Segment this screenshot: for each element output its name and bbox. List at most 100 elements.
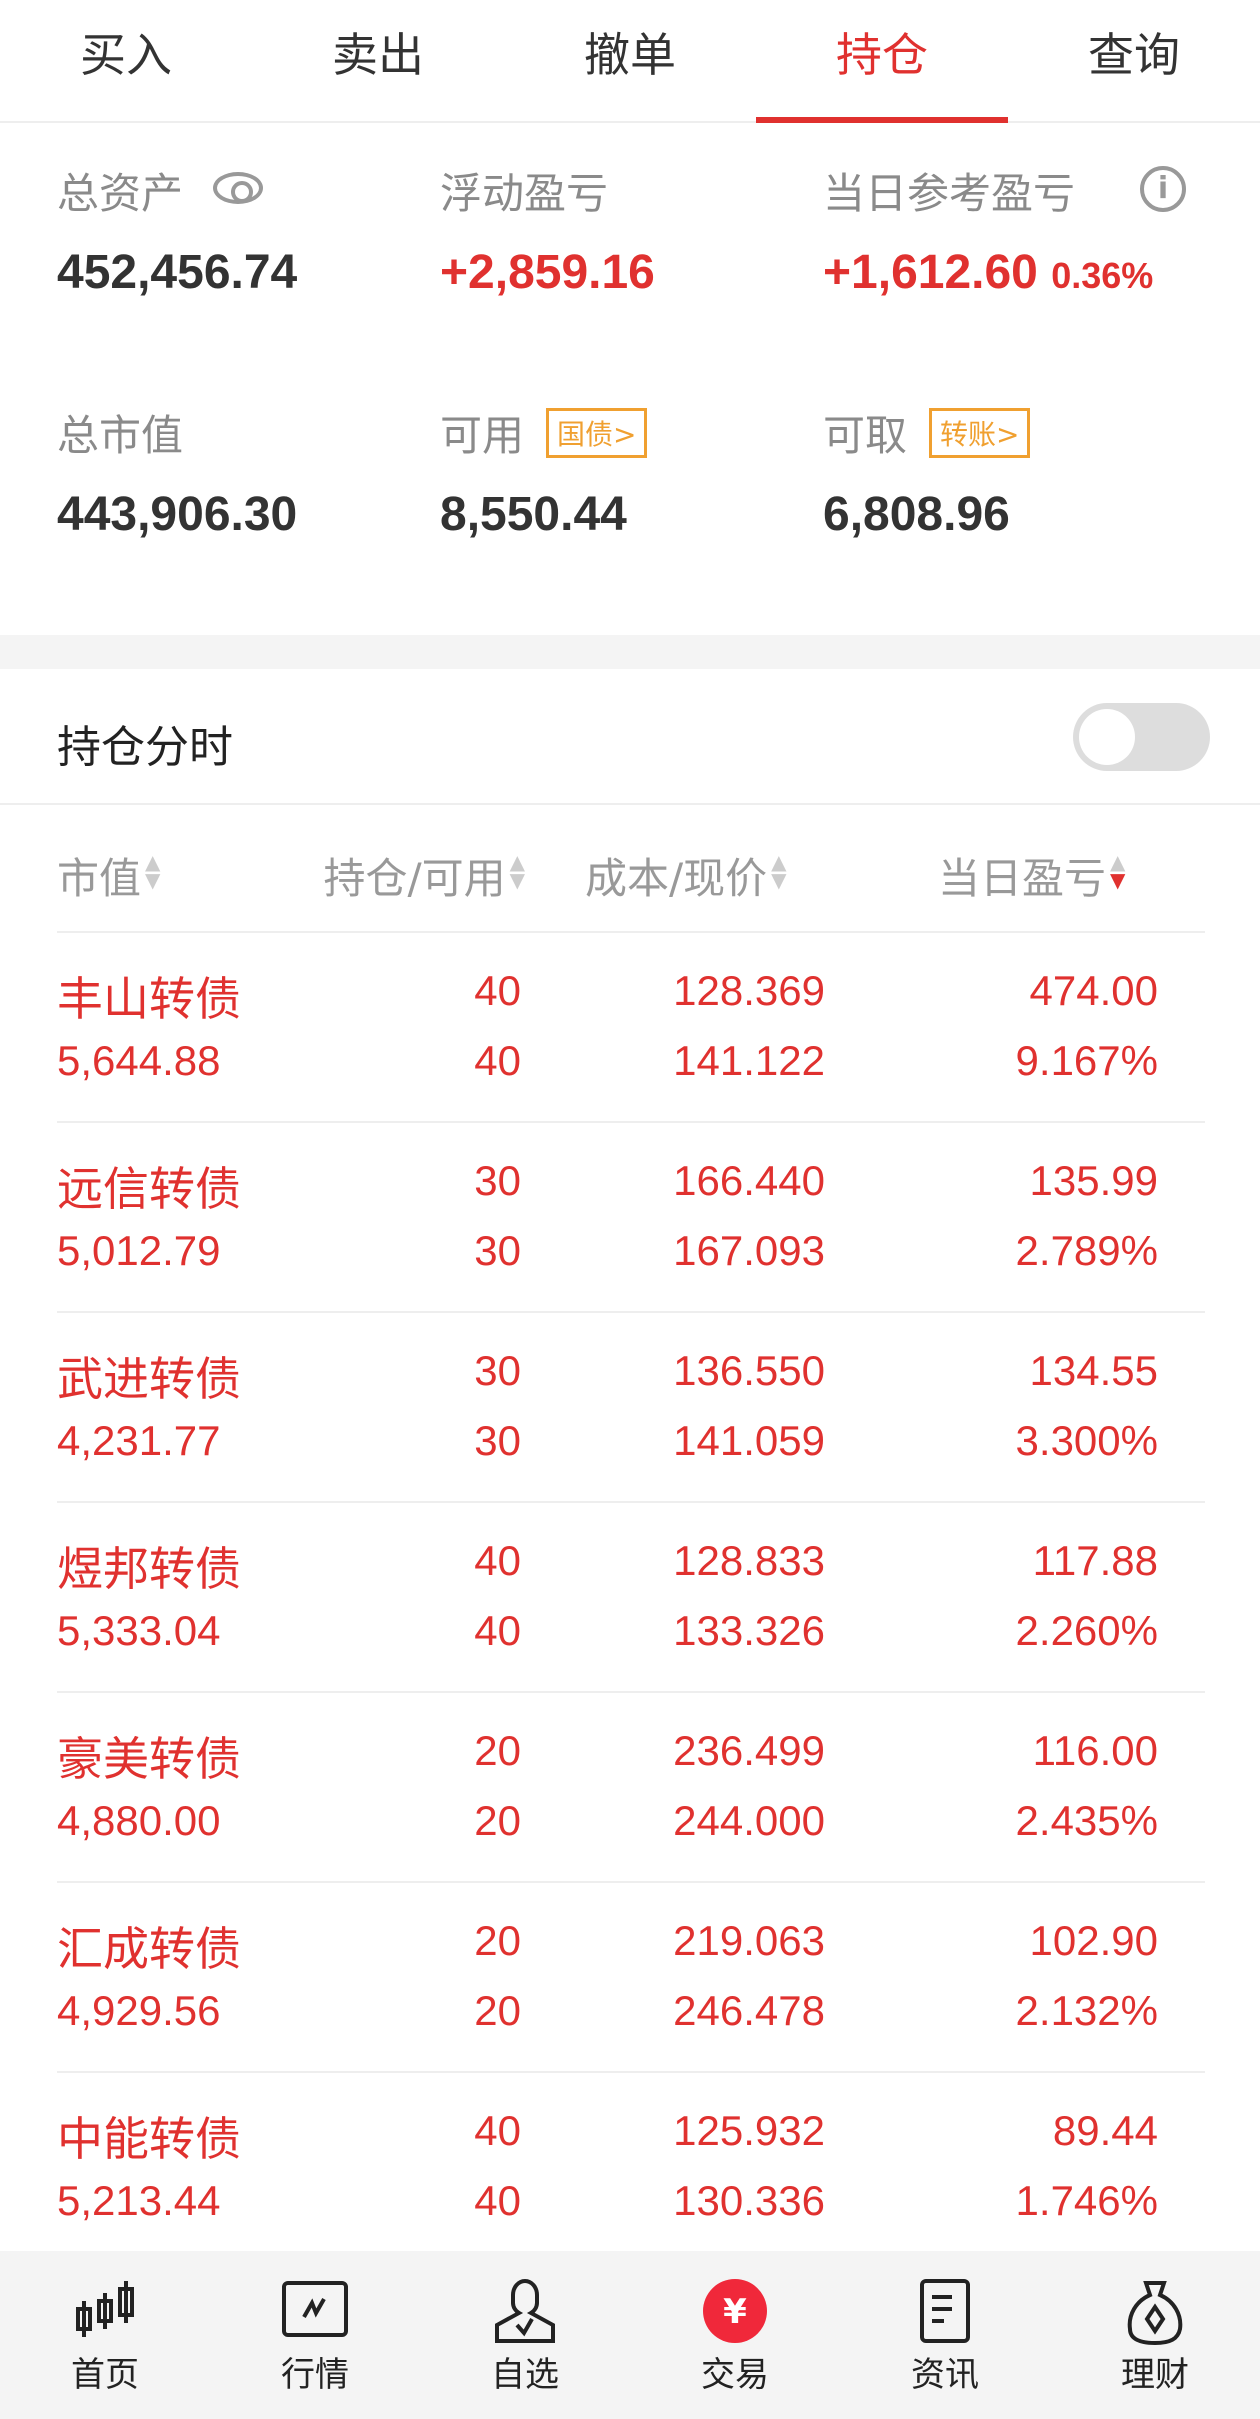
position-name: 中能转债 xyxy=(57,2112,241,2166)
nav-wealth[interactable]: 理财 xyxy=(1050,2251,1260,2419)
day-pl: 474.00 xyxy=(1029,967,1158,1014)
cost-price: 236.499 xyxy=(673,1727,825,1774)
cost-price: 125.932 xyxy=(673,2107,825,2154)
cost-price: 128.833 xyxy=(673,1537,825,1584)
svg-text:¥: ¥ xyxy=(723,2292,747,2332)
day-pl: 102.90 xyxy=(1029,1917,1158,1964)
market-value: 4,880.00 xyxy=(57,1797,221,1844)
table-row[interactable]: 远信转债 5,012.79 30 30 166.440 167.093 135.99 2.78… xyxy=(57,1121,1205,1311)
col-market-value[interactable]: 市值 ▲ ▼ xyxy=(57,845,160,906)
label: 持仓/可用 xyxy=(323,854,506,903)
day-pl-percent: 2.132% xyxy=(1015,1987,1158,2034)
timeshare-label: 持仓分时 xyxy=(57,722,233,773)
treasury-bond-button[interactable]: 国债> xyxy=(546,408,648,458)
day-pl: 117.88 xyxy=(1032,1537,1158,1584)
current-price: 167.093 xyxy=(673,1227,825,1274)
current-price: 133.326 xyxy=(673,1607,825,1654)
market-value: 5,333.04 xyxy=(57,1607,221,1654)
day-pl-percent: 3.300% xyxy=(1015,1417,1158,1464)
market-value: 4,231.77 xyxy=(57,1417,221,1464)
label: 成本/现价 xyxy=(585,854,768,903)
label: 市值 xyxy=(57,854,142,903)
tab-query[interactable]: 查询 xyxy=(1088,28,1180,82)
col-cost-price[interactable]: 成本/现价 ▲ ▼ xyxy=(585,845,787,906)
day-pl-label: 当日参考盈亏 xyxy=(823,169,1076,218)
user-check-icon xyxy=(495,2279,555,2343)
total-assets-value: 452,456.74 xyxy=(57,246,298,299)
holding-qty: 20 xyxy=(474,1917,521,1964)
current-price: 130.336 xyxy=(673,2177,825,2224)
label: 可用 xyxy=(440,411,525,460)
available-qty: 20 xyxy=(474,1987,521,2034)
market-value: 443,906.30 xyxy=(57,488,298,541)
bottom-nav: 首页 行情 自选 ¥ 交易 资讯 理财 xyxy=(0,2251,1260,2419)
sort-icon: ▲ ▼ xyxy=(145,850,161,892)
nav-label: 首页 xyxy=(71,2355,139,2395)
tab-positions[interactable]: 持仓 xyxy=(756,0,1008,123)
withdrawable-value: 6,808.96 xyxy=(823,488,1010,541)
day-pl: 135.99 xyxy=(1029,1157,1158,1204)
table-row[interactable]: 丰山转债 5,644.88 40 40 128.369 141.122 474.00 9.16… xyxy=(57,931,1205,1121)
withdrawable-label: 可取 转账> xyxy=(823,402,1031,463)
label: 可取 xyxy=(823,411,908,460)
sort-icon: ▲ ▼ xyxy=(771,850,787,892)
cost-price: 166.440 xyxy=(673,1157,825,1204)
tab-buy[interactable]: 买入 xyxy=(80,28,172,82)
col-day-pl[interactable]: 当日盈亏 ▲ ▼ xyxy=(938,845,1125,906)
day-pl-value: +1,612.60 0.36% xyxy=(823,245,1153,300)
eye-icon[interactable] xyxy=(213,172,264,204)
holding-qty: 30 xyxy=(474,1347,521,1394)
position-name: 武进转债 xyxy=(57,1352,241,1406)
nav-trade[interactable]: ¥ 交易 xyxy=(630,2251,840,2419)
position-name: 煜邦转债 xyxy=(57,1542,241,1596)
available-qty: 20 xyxy=(474,1797,521,1844)
day-pl: 89.44 xyxy=(1052,2107,1158,2154)
col-holding[interactable]: ▲ ▼持仓/可用 xyxy=(313,845,525,906)
nav-home[interactable]: 首页 xyxy=(0,2251,210,2419)
tab-sell[interactable]: 卖出 xyxy=(332,28,424,82)
current-price: 244.000 xyxy=(673,1797,825,1844)
timeshare-toggle[interactable] xyxy=(1073,703,1210,771)
yuan-icon: ¥ xyxy=(703,2279,767,2343)
available-label: 可用 国债> xyxy=(440,402,648,463)
table-row[interactable]: 豪美转债 4,880.00 20 20 236.499 244.000 116.00 2.43… xyxy=(57,1691,1205,1881)
label: 总资产 xyxy=(57,169,184,218)
sort-icon: ▲ ▼ xyxy=(509,850,525,892)
day-pl-amount: +1,612.60 xyxy=(823,246,1038,299)
nav-watchlist[interactable]: 自选 xyxy=(420,2251,630,2419)
day-pl: 134.55 xyxy=(1029,1347,1158,1394)
current-price: 141.059 xyxy=(673,1417,825,1464)
label: 当日盈亏 xyxy=(938,854,1107,903)
current-price: 141.122 xyxy=(673,1037,825,1084)
nav-label: 交易 xyxy=(701,2355,769,2395)
table-row[interactable]: 中能转债 5,213.44 40 40 125.932 130.336 89.44 1.746… xyxy=(57,2071,1205,2261)
table-row[interactable]: 煜邦转债 5,333.04 40 40 128.833 133.326 117.88 2.26… xyxy=(57,1501,1205,1691)
nav-news[interactable]: 资讯 xyxy=(840,2251,1050,2419)
tab-cancel[interactable]: 撤单 xyxy=(584,28,676,82)
cost-price: 219.063 xyxy=(673,1917,825,1964)
transfer-button[interactable]: 转账> xyxy=(929,408,1031,458)
cost-price: 136.550 xyxy=(673,1347,825,1394)
position-name: 丰山转债 xyxy=(57,972,241,1026)
available-qty: 40 xyxy=(474,1037,521,1084)
nav-market[interactable]: 行情 xyxy=(210,2251,420,2419)
position-name: 豪美转债 xyxy=(57,1732,241,1786)
holding-qty: 40 xyxy=(474,1537,521,1584)
holding-qty: 30 xyxy=(474,1157,521,1204)
table-row[interactable]: 汇成转债 4,929.56 20 20 219.063 246.478 102.90 2.13… xyxy=(57,1881,1205,2071)
day-pl-percent: 1.746% xyxy=(1015,2177,1158,2224)
day-pl-percent: 2.260% xyxy=(1015,1607,1158,1654)
info-icon[interactable]: i xyxy=(1140,166,1186,212)
table-row[interactable]: 武进转债 4,231.77 30 30 136.550 141.059 134.55 3.30… xyxy=(57,1311,1205,1501)
float-pl-label: 浮动盈亏 xyxy=(440,169,609,218)
day-pl-percent: 9.167% xyxy=(1015,1037,1158,1084)
market-value: 4,929.56 xyxy=(57,1987,221,2034)
divider xyxy=(0,635,1260,669)
market-value: 5,012.79 xyxy=(57,1227,221,1274)
available-qty: 30 xyxy=(474,1417,521,1464)
nav-label: 自选 xyxy=(491,2355,559,2395)
available-value: 8,550.44 xyxy=(440,488,627,541)
timeshare-row: 持仓分时 xyxy=(0,669,1260,805)
market-chart-icon xyxy=(282,2281,348,2337)
position-name: 远信转债 xyxy=(57,1162,241,1216)
